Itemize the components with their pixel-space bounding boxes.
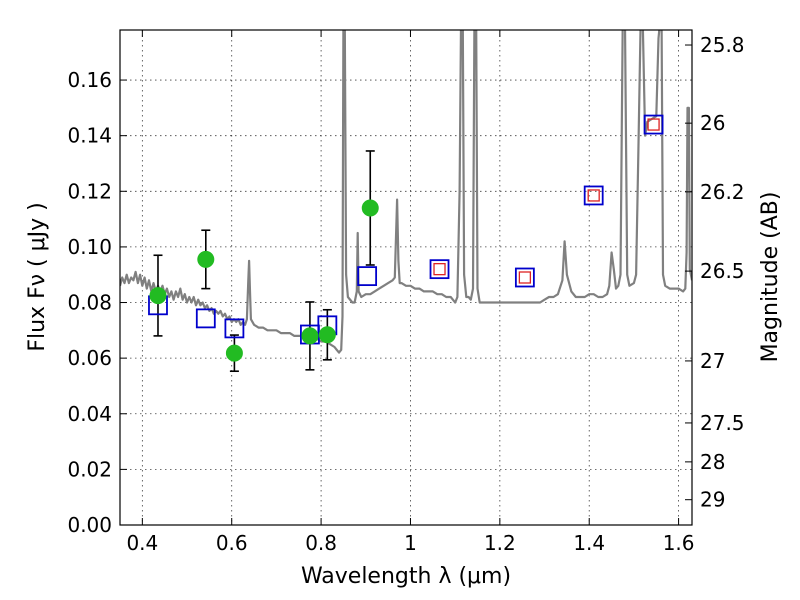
y-tick-label: 0.16 [67,68,112,92]
x-tick-label: 1.4 [573,531,605,555]
observed-flux-marker [149,287,167,305]
x-tick-label: 1.2 [484,531,516,555]
model-inner-square-marker [647,118,660,131]
model-square-marker [357,266,378,287]
y-axis-right-title: Magnitude (AB) [758,192,783,363]
model-square-marker [195,308,216,329]
observed-flux-marker [197,250,215,268]
y-axis-title: Flux Fν ( μJy ) [25,202,50,351]
observed-flux-marker [361,199,379,217]
mag-tick-label: 27.5 [700,411,745,435]
x-tick-label: 0.4 [126,531,158,555]
y-tick-label: 0.14 [67,124,112,148]
data-points [148,114,664,362]
x-tick-label: 0.6 [216,531,248,555]
x-axis-title: Wavelength λ (μm) [301,564,511,589]
y-tick-label: 0.06 [67,346,112,370]
model-square-marker [643,114,664,135]
mag-tick-label: 27 [700,349,725,373]
model-inner-square-marker [433,263,446,276]
mag-tick-label: 26 [700,111,725,135]
plot-frame [119,29,693,526]
model-inner-square-marker [587,189,600,202]
x-tick-label: 1.6 [663,531,695,555]
model-square-marker [583,185,604,206]
sed-spectrum-line [120,30,692,354]
y-tick-label: 0.02 [67,457,112,481]
y-tick-label: 0.12 [67,179,112,203]
axis-ticks [120,30,692,526]
model-square-marker [224,318,245,339]
plot-background [120,30,692,525]
y-tick-label: 0.08 [67,291,112,315]
x-tick-label: 0.8 [305,531,337,555]
observed-flux-marker [225,344,243,362]
mag-tick-label: 28 [700,450,725,474]
model-square-marker [429,259,450,280]
mag-tick-label: 26.5 [700,259,745,283]
observed-flux-marker [318,326,336,344]
model-square-marker [514,267,535,288]
mag-tick-label: 25.8 [700,33,745,57]
mag-tick-label: 29 [700,488,725,512]
tick-labels: 0.4 0.6 0.8 1 1.2 1.4 1.6 0.00 0.02 0.04 0.06 0.08 0… [67,33,744,555]
mag-tick-label: 26.2 [700,180,745,204]
y-tick-label: 0.04 [67,402,112,426]
y-tick-label: 0.00 [67,513,112,537]
model-inner-square-marker [518,271,532,284]
spectrum-layer [120,30,692,354]
observed-flux-marker [301,327,319,345]
x-tick-label: 1 [404,531,417,555]
y-tick-label: 0.10 [67,235,112,259]
